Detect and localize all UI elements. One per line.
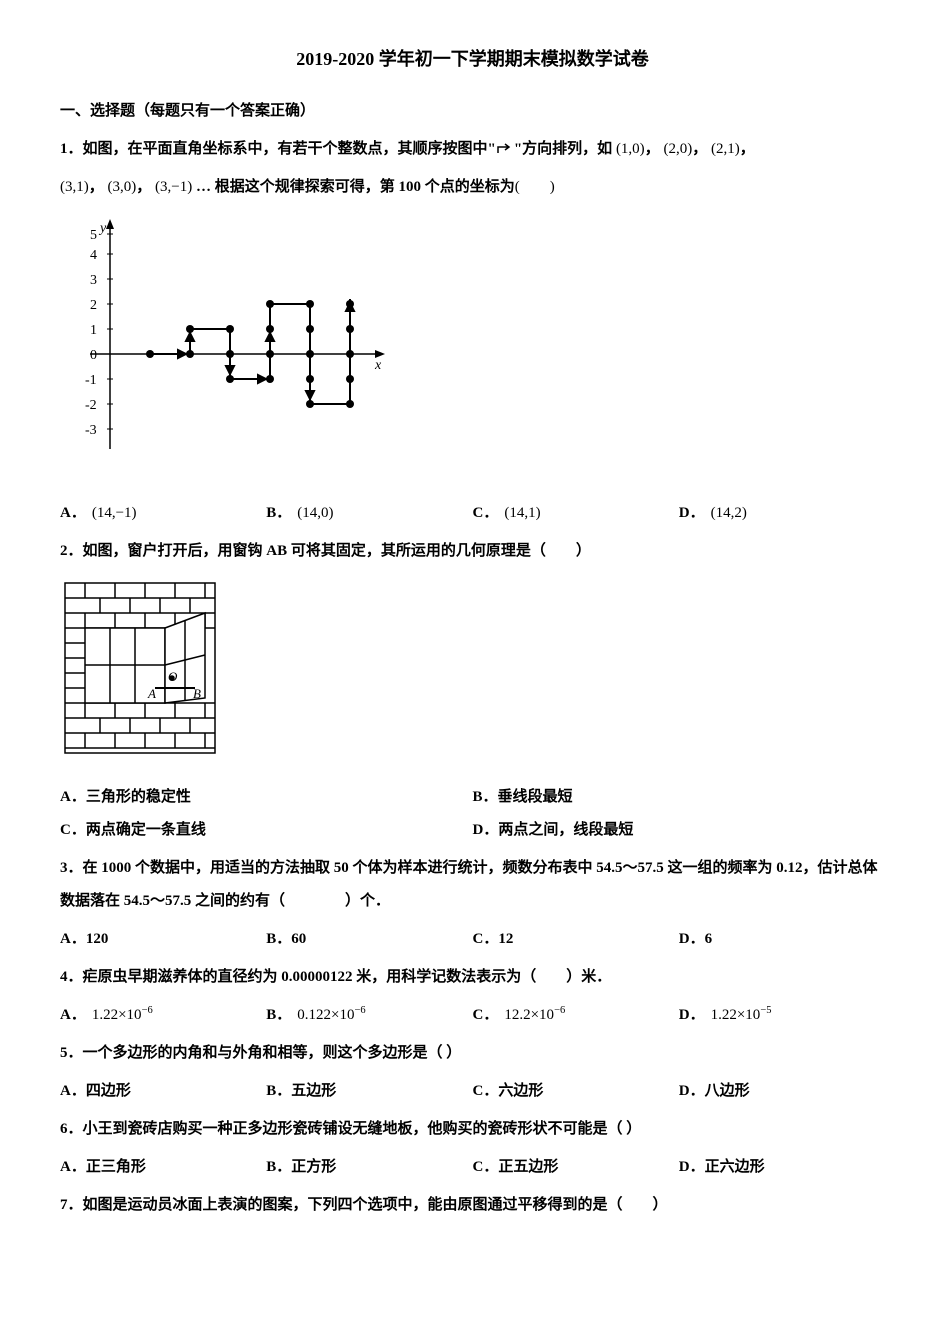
opt-d-exp: −5 bbox=[760, 1005, 771, 1016]
q2-options: A．三角形的稳定性 B．垂线段最短 C．两点确定一条直线 D．两点之间，线段最短 bbox=[60, 781, 885, 847]
svg-text:O: O bbox=[168, 669, 178, 684]
option-b: B．60 bbox=[266, 923, 472, 956]
q4-options: A．1.22×10−6 B．0.122×10−6 C．12.2×10−6 D．1… bbox=[60, 999, 885, 1032]
coord: (3,−1) bbox=[155, 179, 192, 195]
q2-figure: A O B bbox=[60, 578, 885, 771]
svg-text:y: y bbox=[98, 221, 107, 236]
option-b: B．0.122×10−6 bbox=[266, 999, 472, 1032]
svg-text:-1: -1 bbox=[85, 373, 97, 388]
option-c: C．六边形 bbox=[473, 1075, 679, 1108]
coord: (1,0) bbox=[616, 141, 645, 157]
question-4: 4．疟原虫早期滋养体的直径约为 0.00000122 米，用科学记数法表示为（ … bbox=[60, 961, 885, 994]
question-5: 5．一个多边形的内角和与外角和相等，则这个多边形是（ ） bbox=[60, 1037, 885, 1070]
q1-text-b: "方向排列，如 bbox=[514, 141, 612, 157]
q1-text-a: 1．如图，在平面直角坐标系中，有若干个整数点，其顺序按图中" bbox=[60, 141, 496, 157]
option-a: A．120 bbox=[60, 923, 266, 956]
question-6: 6．小王到瓷砖店购买一种正多边形瓷砖铺设无缝地板，他购买的瓷砖形状不可能是（ ） bbox=[60, 1113, 885, 1146]
coord: (3,0) bbox=[108, 179, 137, 195]
option-b: B．(14,0) bbox=[266, 497, 472, 530]
option-b: B．垂线段最短 bbox=[473, 781, 886, 814]
option-a: A．三角形的稳定性 bbox=[60, 781, 473, 814]
opt-c-val: 12.2×10 bbox=[504, 1007, 554, 1023]
opt-d-val: (14,2) bbox=[711, 505, 747, 521]
option-b: B．五边形 bbox=[266, 1075, 472, 1108]
svg-text:0: 0 bbox=[90, 348, 97, 363]
opt-a-exp: −6 bbox=[142, 1005, 153, 1016]
opt-b-val: 0.122×10 bbox=[297, 1007, 354, 1023]
svg-text:x: x bbox=[374, 358, 382, 373]
svg-text:-2: -2 bbox=[85, 398, 97, 413]
option-a: A．正三角形 bbox=[60, 1151, 266, 1184]
svg-text:5: 5 bbox=[90, 228, 97, 243]
q6-options: A．正三角形 B．正方形 C．正五边形 D．正六边形 bbox=[60, 1151, 885, 1184]
svg-text:B: B bbox=[193, 686, 201, 701]
option-a: A．1.22×10−6 bbox=[60, 999, 266, 1032]
option-a: A．四边形 bbox=[60, 1075, 266, 1108]
question-7: 7．如图是运动员冰面上表演的图案，下列四个选项中，能由原图通过平移得到的是（ ） bbox=[60, 1189, 885, 1222]
svg-text:4: 4 bbox=[90, 248, 97, 263]
option-d: D．八边形 bbox=[679, 1075, 885, 1108]
blank: ( ) bbox=[515, 179, 555, 195]
svg-text:A: A bbox=[147, 686, 156, 701]
q3-options: A．120 B．60 C．12 D．6 bbox=[60, 923, 885, 956]
option-c: C．12.2×10−6 bbox=[473, 999, 679, 1032]
option-b: B．正方形 bbox=[266, 1151, 472, 1184]
option-d: D．1.22×10−5 bbox=[679, 999, 885, 1032]
coord: (3,1) bbox=[60, 179, 89, 195]
opt-b-exp: −6 bbox=[354, 1005, 365, 1016]
q1-text-c: 根据这个规律探索可得，第 100 个点的坐标为 bbox=[215, 179, 515, 195]
opt-a-val: (14,−1) bbox=[92, 505, 137, 521]
svg-text:-3: -3 bbox=[85, 423, 97, 438]
option-d: D．正六边形 bbox=[679, 1151, 885, 1184]
question-1b: (3,1)， (3,0)， (3,−1) … 根据这个规律探索可得，第 100 … bbox=[60, 171, 885, 204]
q1-options: A．(14,−1) B．(14,0) C．(14,1) D．(14,2) bbox=[60, 497, 885, 530]
option-d: D．6 bbox=[679, 923, 885, 956]
option-c: C．12 bbox=[473, 923, 679, 956]
q2-text: 2．如图，窗户打开后，用窗钩 AB 可将其固定，其所运用的几何原理是（ ） bbox=[60, 543, 591, 559]
opt-c-exp: −6 bbox=[554, 1005, 565, 1016]
option-c: C．两点确定一条直线 bbox=[60, 814, 473, 847]
svg-text:3: 3 bbox=[90, 273, 97, 288]
question-3: 3．在 1000 个数据中，用适当的方法抽取 50 个体为样本进行统计，频数分布… bbox=[60, 852, 885, 918]
page-title: 2019-2020 学年初一下学期期末模拟数学试卷 bbox=[60, 40, 885, 80]
coord: (2,0) bbox=[663, 141, 692, 157]
opt-c-val: (14,1) bbox=[504, 505, 540, 521]
section-header: 一、选择题（每题只有一个答案正确） bbox=[60, 95, 885, 128]
q5-options: A．四边形 B．五边形 C．六边形 D．八边形 bbox=[60, 1075, 885, 1108]
option-c: C．(14,1) bbox=[473, 497, 679, 530]
question-2: 2．如图，窗户打开后，用窗钩 AB 可将其固定，其所运用的几何原理是（ ） bbox=[60, 535, 885, 568]
question-1: 1．如图，在平面直角坐标系中，有若干个整数点，其顺序按图中" "方向排列，如 (1… bbox=[60, 133, 885, 166]
option-c: C．正五边形 bbox=[473, 1151, 679, 1184]
opt-b-val: (14,0) bbox=[297, 505, 333, 521]
svg-text:2: 2 bbox=[90, 298, 97, 313]
q1-chart: y x 0 1 2 3 4 5 -1 -2 -3 bbox=[60, 214, 885, 487]
option-a: A．(14,−1) bbox=[60, 497, 266, 530]
svg-text:1: 1 bbox=[90, 323, 97, 338]
coord: (2,1) bbox=[711, 141, 740, 157]
opt-d-val: 1.22×10 bbox=[711, 1007, 761, 1023]
option-d: D．(14,2) bbox=[679, 497, 885, 530]
option-d: D．两点之间，线段最短 bbox=[473, 814, 886, 847]
opt-a-val: 1.22×10 bbox=[92, 1007, 142, 1023]
